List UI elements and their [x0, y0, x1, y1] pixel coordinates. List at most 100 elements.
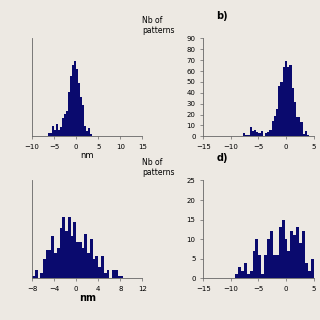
Bar — [279, 228, 282, 278]
Bar — [292, 88, 294, 136]
Bar — [80, 97, 82, 136]
Bar — [238, 267, 241, 278]
Bar — [54, 253, 57, 278]
Bar — [243, 133, 245, 136]
Bar — [79, 242, 82, 278]
Bar — [250, 127, 252, 136]
Bar — [112, 270, 115, 278]
Bar — [40, 273, 43, 278]
Bar — [293, 235, 296, 278]
Bar — [282, 220, 284, 278]
Bar — [290, 231, 293, 278]
Bar — [274, 116, 276, 136]
Bar — [280, 82, 283, 136]
Bar — [84, 126, 86, 136]
Bar — [120, 276, 123, 278]
Bar — [289, 65, 292, 136]
Bar — [117, 276, 120, 278]
Bar — [46, 251, 49, 278]
Bar — [56, 124, 58, 136]
Bar — [247, 275, 250, 278]
Bar — [244, 263, 247, 278]
Bar — [104, 273, 107, 278]
Bar — [76, 242, 79, 278]
Bar — [258, 255, 261, 278]
Bar — [64, 114, 66, 136]
Bar — [87, 253, 90, 278]
Bar — [35, 270, 37, 278]
Bar — [296, 228, 299, 278]
Bar — [51, 236, 54, 278]
Bar — [302, 134, 305, 136]
Bar — [308, 271, 311, 278]
Text: b): b) — [216, 11, 228, 21]
Bar — [287, 251, 290, 278]
Bar — [54, 130, 56, 136]
Bar — [235, 275, 238, 278]
Bar — [84, 234, 87, 278]
X-axis label: nm: nm — [79, 293, 96, 303]
Bar — [50, 132, 52, 136]
Bar — [252, 131, 254, 136]
Bar — [252, 251, 255, 278]
Bar — [305, 263, 308, 278]
Bar — [247, 135, 250, 136]
Bar — [58, 130, 60, 136]
Bar — [258, 133, 260, 136]
Bar — [57, 248, 60, 278]
Bar — [267, 239, 270, 278]
Bar — [296, 117, 298, 136]
Bar — [98, 267, 101, 278]
Bar — [66, 111, 68, 136]
Bar — [52, 126, 54, 136]
Bar — [107, 270, 109, 278]
Text: Nb of
patterns: Nb of patterns — [142, 158, 175, 177]
Bar — [43, 259, 46, 278]
Bar — [264, 255, 267, 278]
Bar — [285, 61, 287, 136]
Bar — [72, 65, 74, 136]
Bar — [299, 243, 302, 278]
Bar — [115, 270, 117, 278]
X-axis label: nm: nm — [80, 151, 94, 160]
Bar — [245, 135, 247, 136]
Bar — [88, 128, 90, 136]
Bar — [71, 236, 73, 278]
Bar — [62, 117, 64, 136]
Bar — [70, 76, 72, 136]
Bar — [68, 217, 71, 278]
Bar — [250, 271, 252, 278]
Bar — [86, 131, 88, 136]
Bar — [267, 132, 269, 136]
Bar — [32, 276, 35, 278]
Text: Nb of
patterns: Nb of patterns — [142, 16, 175, 35]
Bar — [283, 67, 285, 136]
Bar — [49, 251, 51, 278]
Bar — [269, 130, 272, 136]
Bar — [76, 68, 78, 136]
Bar — [60, 127, 62, 136]
Bar — [82, 248, 84, 278]
Bar — [294, 101, 296, 136]
Bar — [254, 130, 256, 136]
Bar — [90, 239, 93, 278]
Bar — [273, 255, 276, 278]
Bar — [300, 122, 302, 136]
Bar — [95, 256, 98, 278]
Bar — [305, 131, 307, 136]
Bar — [73, 222, 76, 278]
Bar — [278, 86, 280, 136]
Bar — [93, 259, 95, 278]
Bar — [68, 92, 70, 136]
Bar — [74, 61, 76, 136]
Bar — [261, 275, 264, 278]
Bar — [60, 228, 62, 278]
Bar — [255, 239, 258, 278]
Bar — [302, 231, 305, 278]
Bar — [65, 231, 68, 278]
Bar — [101, 256, 104, 278]
Bar — [276, 255, 279, 278]
Bar — [256, 132, 258, 136]
Bar — [287, 67, 289, 136]
Bar — [272, 121, 274, 136]
